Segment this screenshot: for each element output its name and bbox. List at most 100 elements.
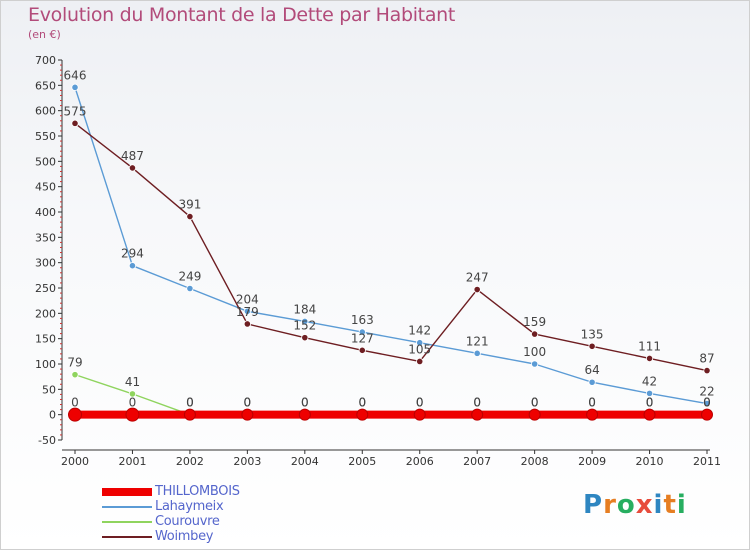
legend-label: Courouvre — [155, 514, 220, 529]
data-label-lahaymeix: 121 — [466, 334, 489, 348]
data-label-woimbey: 487 — [121, 149, 144, 163]
point-courouvre — [128, 390, 137, 398]
x-tick-label: 2008 — [521, 455, 549, 468]
data-label-lahaymeix: 64 — [584, 363, 599, 377]
data-label-thillombois: 0 — [186, 396, 194, 410]
data-label-woimbey: 391 — [178, 198, 201, 212]
series-line-woimbey — [74, 122, 708, 372]
y-tick-label: 150 — [35, 333, 56, 346]
proxiti-logo: Proxiti — [583, 490, 687, 520]
legend-item-thillombois: THILLOMBOIS — [102, 484, 240, 499]
data-label-lahaymeix: 142 — [408, 324, 431, 338]
data-label-thillombois: 0 — [473, 396, 481, 410]
point-thillombois — [643, 408, 656, 421]
y-tick-label: 500 — [35, 155, 56, 168]
data-label-courouvre: 0 — [646, 396, 654, 410]
point-woimbey — [301, 334, 309, 342]
data-label-courouvre: 0 — [358, 396, 366, 410]
y-tick-label: 550 — [35, 130, 56, 143]
data-label-woimbey: 152 — [293, 319, 316, 333]
legend-item-courouvre: Courouvre — [102, 514, 240, 529]
data-label-lahaymeix: 294 — [121, 247, 144, 261]
data-label-lahaymeix: 646 — [64, 68, 87, 82]
point-woimbey — [473, 285, 481, 294]
data-label-thillombois: 0 — [416, 396, 424, 410]
point-woimbey — [186, 212, 194, 221]
point-woimbey — [588, 342, 596, 350]
legend-swatch — [102, 487, 152, 496]
point-thillombois — [471, 408, 484, 421]
data-label-lahaymeix: 42 — [642, 374, 657, 388]
data-label-courouvre: 0 — [416, 396, 424, 410]
legend-swatch — [102, 535, 152, 538]
data-label-courouvre: 79 — [67, 356, 82, 370]
data-label-thillombois: 0 — [301, 396, 309, 410]
data-label-woimbey: 105 — [408, 342, 431, 356]
y-tick-label: 100 — [35, 358, 56, 371]
data-label-lahaymeix: 249 — [178, 270, 201, 284]
point-lahaymeix — [588, 378, 596, 386]
y-tick-label: -50 — [38, 434, 56, 447]
data-label-lahaymeix: 184 — [293, 302, 316, 316]
x-tick-label: 2005 — [348, 455, 376, 468]
y-tick-label: 300 — [35, 257, 56, 270]
point-woimbey — [128, 164, 137, 172]
point-lahaymeix — [186, 284, 194, 293]
data-label-courouvre: 0 — [531, 396, 539, 410]
point-thillombois — [701, 408, 713, 421]
legend-swatch — [102, 520, 152, 523]
data-label-woimbey: 247 — [466, 271, 489, 285]
point-thillombois — [68, 407, 82, 422]
point-woimbey — [71, 119, 79, 127]
point-courouvre — [71, 371, 79, 379]
data-label-thillombois: 0 — [531, 396, 539, 410]
point-thillombois — [125, 407, 140, 422]
data-label-thillombois: 0 — [129, 396, 137, 410]
y-tick-label: 700 — [35, 54, 56, 67]
data-label-woimbey: 575 — [64, 104, 87, 118]
point-lahaymeix — [358, 328, 366, 336]
data-label-lahaymeix: 163 — [351, 313, 374, 327]
point-thillombois — [298, 408, 311, 421]
data-label-thillombois: 0 — [71, 396, 79, 410]
data-label-courouvre: 0 — [473, 396, 481, 410]
y-tick-label: 650 — [35, 79, 56, 92]
legend: THILLOMBOIS Lahaymeix Courouvre Woimbey — [102, 484, 240, 544]
y-tick-label: 600 — [35, 105, 56, 118]
data-label-woimbey: 135 — [581, 327, 604, 341]
point-lahaymeix — [645, 389, 654, 397]
x-tick-label: 2003 — [233, 455, 261, 468]
point-woimbey — [358, 346, 366, 354]
point-woimbey — [645, 354, 654, 363]
legend-swatch — [102, 505, 152, 508]
y-tick-label: 400 — [35, 206, 56, 219]
x-tick-label: 2006 — [406, 455, 434, 468]
data-label-lahaymeix: 100 — [523, 345, 546, 359]
legend-label: Lahaymeix — [155, 499, 224, 514]
y-tick-label: 0 — [49, 409, 56, 422]
legend-item-lahaymeix: Lahaymeix — [102, 499, 240, 514]
data-label-courouvre: 0 — [301, 396, 309, 410]
data-label-woimbey: 127 — [351, 331, 374, 345]
x-tick-label: 2011 — [693, 455, 721, 468]
chart-subtitle: (en €) — [28, 28, 61, 41]
point-thillombois — [528, 408, 541, 421]
point-lahaymeix — [416, 339, 424, 347]
data-label-thillombois: 0 — [588, 396, 596, 410]
data-label-woimbey: 179 — [236, 305, 259, 319]
chart-title: Evolution du Montant de la Dette par Hab… — [28, 4, 456, 26]
point-lahaymeix — [128, 262, 137, 270]
point-thillombois — [586, 408, 599, 421]
y-tick-label: 450 — [35, 181, 56, 194]
data-label-lahaymeix: 204 — [236, 292, 259, 306]
point-woimbey — [243, 320, 251, 328]
data-label-courouvre: 41 — [125, 375, 140, 389]
point-lahaymeix — [301, 317, 309, 326]
y-tick-label: 250 — [35, 282, 56, 295]
point-lahaymeix — [473, 349, 481, 357]
legend-label: Woimbey — [155, 529, 214, 544]
point-lahaymeix — [531, 360, 539, 368]
point-lahaymeix — [703, 399, 711, 408]
